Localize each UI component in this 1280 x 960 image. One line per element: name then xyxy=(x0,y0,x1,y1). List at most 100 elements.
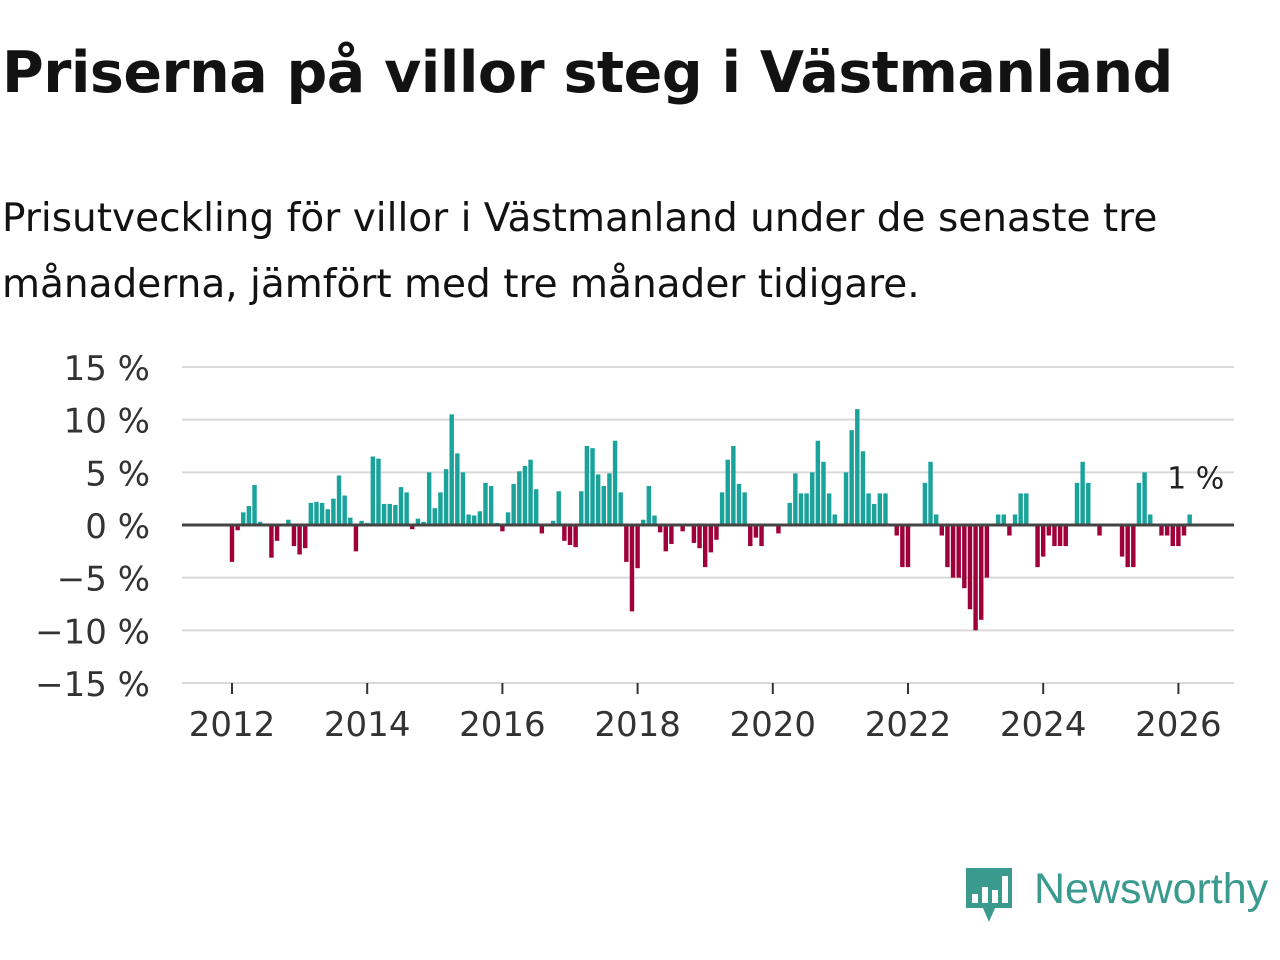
bar xyxy=(1148,514,1153,525)
bar xyxy=(550,520,556,525)
bar xyxy=(894,525,899,536)
bar xyxy=(973,525,978,631)
bar xyxy=(415,518,421,525)
bar xyxy=(303,525,308,549)
bar xyxy=(359,520,364,525)
bar xyxy=(443,469,449,525)
bar xyxy=(252,484,257,525)
bar xyxy=(584,446,590,525)
bar xyxy=(353,525,359,552)
bar xyxy=(883,493,888,525)
bar xyxy=(517,471,522,525)
bar xyxy=(1046,525,1052,536)
bar xyxy=(398,487,404,525)
bar xyxy=(945,525,950,568)
bar xyxy=(967,525,973,610)
bar xyxy=(1024,493,1029,525)
x-tick-label: 2012 xyxy=(189,705,276,745)
bar xyxy=(500,525,505,532)
bar xyxy=(979,525,984,620)
bar xyxy=(832,514,837,525)
bar xyxy=(641,519,646,525)
y-tick-label: 5 % xyxy=(85,454,150,494)
y-tick-label: −10 % xyxy=(35,612,150,652)
bar xyxy=(1052,525,1057,547)
bar xyxy=(933,514,939,525)
bar xyxy=(1063,525,1068,547)
bar xyxy=(1176,525,1181,547)
bar xyxy=(438,492,443,525)
x-tick-label: 2016 xyxy=(459,705,546,745)
bar xyxy=(1080,461,1085,525)
bar xyxy=(483,482,488,525)
y-tick-label: −5 % xyxy=(57,560,150,600)
x-tick-label: 2018 xyxy=(594,705,681,745)
bar xyxy=(618,492,623,525)
bar xyxy=(286,519,291,525)
bar xyxy=(477,511,483,525)
bar xyxy=(404,492,409,525)
bar xyxy=(877,493,883,525)
bar xyxy=(562,525,567,541)
bar xyxy=(657,525,663,533)
bar xyxy=(348,517,353,525)
newsworthy-logo[interactable]: Newsworthy xyxy=(962,864,1278,928)
y-tick-label: 10 % xyxy=(64,402,150,442)
bar xyxy=(736,483,742,525)
bar xyxy=(804,493,809,525)
bar xyxy=(663,525,668,552)
bar xyxy=(1086,482,1091,525)
bar xyxy=(725,459,730,525)
bar xyxy=(995,514,1001,525)
bar xyxy=(308,502,314,525)
bar xyxy=(229,525,235,562)
bar xyxy=(573,525,578,548)
bar xyxy=(579,491,584,525)
x-tick-label: 2026 xyxy=(1135,705,1222,745)
bar xyxy=(376,458,381,525)
bar xyxy=(1012,514,1018,525)
bar xyxy=(624,525,629,562)
bar xyxy=(855,409,860,525)
bar xyxy=(702,525,708,568)
bar xyxy=(826,493,832,525)
bar xyxy=(922,482,928,525)
bar xyxy=(511,483,516,525)
bar xyxy=(466,514,471,525)
bar xyxy=(370,456,376,525)
bar xyxy=(691,525,697,543)
bar xyxy=(753,525,759,538)
bar xyxy=(697,525,702,549)
x-tick-label: 2022 xyxy=(865,705,952,745)
chart-title: Priserna på villor steg i Västmanland xyxy=(2,40,1173,106)
bar xyxy=(860,451,866,525)
bar xyxy=(269,525,274,558)
bars xyxy=(229,409,1192,631)
bar xyxy=(381,503,387,525)
x-tick-label: 2020 xyxy=(730,705,817,745)
bar xyxy=(1018,493,1023,525)
bar xyxy=(539,525,545,534)
bar xyxy=(821,461,826,525)
bar xyxy=(319,502,325,525)
bar xyxy=(1187,514,1192,525)
bar xyxy=(533,489,539,525)
y-tick-label: 0 % xyxy=(85,507,150,547)
bar xyxy=(776,525,781,534)
bar xyxy=(680,525,685,532)
bar xyxy=(342,495,347,525)
bar xyxy=(759,525,764,547)
bar xyxy=(956,525,961,578)
bar xyxy=(325,509,330,525)
bar xyxy=(810,472,815,525)
bar xyxy=(905,525,911,568)
bar xyxy=(528,459,533,525)
bar xyxy=(246,506,252,525)
bar xyxy=(843,472,849,525)
bar xyxy=(607,473,612,525)
x-tick-label: 2024 xyxy=(1000,705,1087,745)
bar xyxy=(393,504,398,525)
bar xyxy=(815,440,821,525)
bar xyxy=(241,512,246,525)
bar xyxy=(793,473,798,525)
